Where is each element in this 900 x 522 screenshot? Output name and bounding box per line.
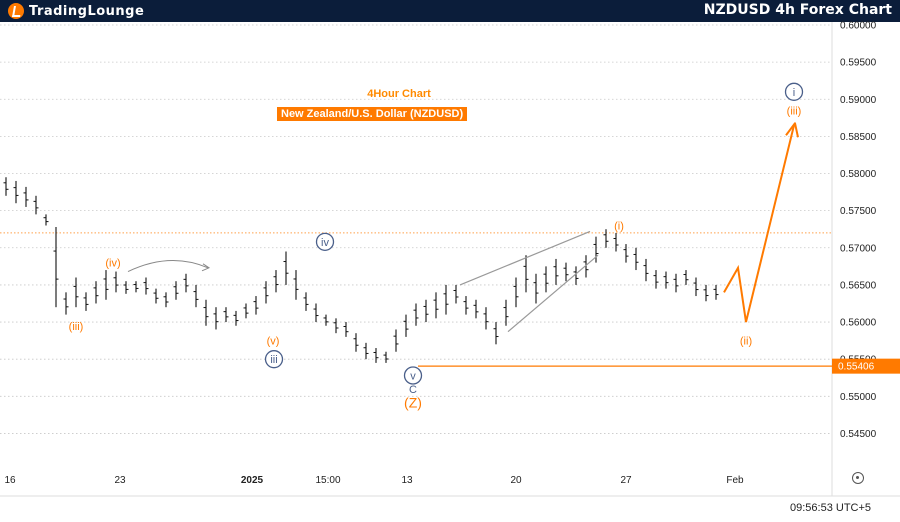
timeframe-subtitle: 4Hour Chart (367, 88, 431, 100)
curved-arrow (127, 260, 209, 272)
price-tick-label: 0.56000 (840, 318, 877, 329)
wave-circle (784, 82, 804, 101)
price-tick-label: 0.60000 (840, 21, 877, 32)
price-tick-label: 0.55000 (840, 392, 877, 403)
price-tick-label: 0.59000 (840, 95, 877, 106)
wedge-upper-line (459, 230, 591, 286)
date-tick-label: 20 (510, 475, 522, 486)
wave-label: iv (321, 237, 329, 249)
logo-mark-icon (8, 3, 24, 19)
price-tick-label: 0.57500 (840, 206, 877, 217)
date-tick-label: Feb (726, 475, 744, 486)
wave-circle (264, 350, 284, 369)
wave-label: iii (270, 354, 277, 366)
price-tick-label: 0.54500 (840, 429, 877, 440)
wave-label: (v) (267, 336, 280, 348)
price-tick-label: 0.56500 (840, 280, 877, 291)
current-price-tag (832, 358, 900, 374)
instrument-label: New Zealand/U.S. Dollar (NZDUSD) (277, 107, 468, 121)
wave-label: v (410, 371, 416, 383)
wedge-lower-line (507, 254, 599, 333)
chart-title: NZDUSD 4h Forex Chart (703, 2, 892, 18)
settings-gear-icon[interactable] (852, 472, 864, 484)
date-tick-label: 23 (114, 475, 126, 486)
date-tick-label: 2025 (241, 475, 264, 486)
wave-label: (i) (614, 221, 624, 233)
clock-readout: 09:56:53 UTC+5 (790, 502, 872, 514)
wave-circle (403, 366, 423, 385)
current-price-label: 0.55406 (838, 362, 875, 373)
wave-label: (ii) (740, 336, 752, 348)
wave-label: (iii) (69, 321, 84, 333)
header-bar: TradingLounge NZDUSD 4h Forex Chart (0, 0, 900, 22)
date-tick-label: 15:00 (315, 475, 340, 486)
wave-label: i (793, 87, 795, 99)
logo: TradingLounge (8, 2, 144, 20)
price-tick-label: 0.57000 (840, 243, 877, 254)
logo-text: TradingLounge (29, 3, 145, 19)
date-tick-label: 27 (620, 475, 632, 486)
wave-label: (iii) (787, 105, 802, 117)
date-tick-label: 13 (401, 475, 413, 486)
projection-arrowhead (785, 122, 799, 138)
wave-label: (Z) (404, 395, 422, 411)
date-tick-label: 16 (4, 475, 16, 486)
price-tick-label: 0.59500 (840, 58, 877, 69)
price-tick-label: 0.58000 (840, 169, 877, 180)
curved-arrow-head (201, 263, 211, 272)
wave-circle (315, 232, 335, 251)
wave-label: C (409, 384, 417, 396)
price-tick-label: 0.58500 (840, 132, 877, 143)
projection-path (723, 125, 795, 323)
wave-label: (iv) (105, 258, 120, 270)
